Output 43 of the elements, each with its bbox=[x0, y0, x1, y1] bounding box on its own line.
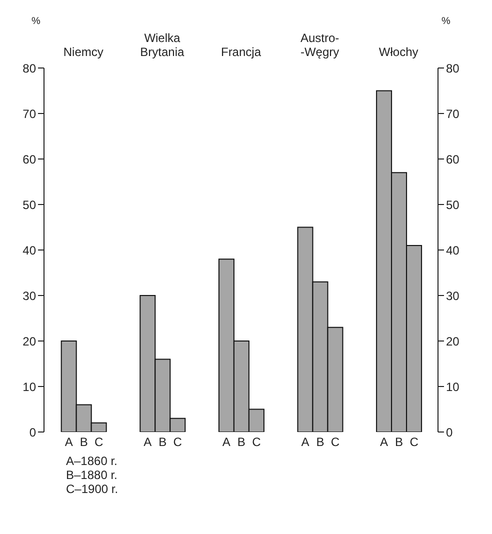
y-tick-label: 40 bbox=[22, 243, 36, 258]
text: C bbox=[252, 435, 261, 449]
y-tick-label: 80 bbox=[22, 61, 36, 76]
y-tick-label: 0 bbox=[29, 425, 36, 440]
text: B bbox=[237, 435, 246, 449]
text: B–1880 r. bbox=[66, 468, 118, 482]
y-tick-label: 60 bbox=[22, 152, 36, 166]
series-label: C bbox=[94, 435, 104, 449]
series-label: A bbox=[64, 435, 73, 449]
y2-tick-label: 10 bbox=[446, 380, 460, 394]
text: C–1900 r. bbox=[66, 482, 120, 496]
y-tick-label: 50 bbox=[22, 198, 36, 212]
y2-tick-label: 70 bbox=[446, 106, 460, 121]
x-tick-label: Wielka Brytania bbox=[140, 31, 185, 59]
y2-tick-label: 80 bbox=[446, 61, 460, 76]
x-tick-label: Niemcy bbox=[63, 45, 104, 59]
text: C bbox=[410, 435, 418, 449]
text: B bbox=[316, 435, 324, 449]
y-tick-label: 10 bbox=[22, 380, 36, 394]
text: B bbox=[158, 435, 167, 449]
y2-tick-label: 50 bbox=[446, 198, 460, 212]
text: B bbox=[395, 435, 404, 449]
y2-tick-label: 0 bbox=[446, 425, 453, 440]
x-tick-label: Francja bbox=[220, 45, 262, 59]
text: A bbox=[301, 435, 310, 449]
text: C bbox=[330, 435, 340, 449]
y2-tick-label: 20 bbox=[446, 334, 460, 348]
series-label: B bbox=[80, 435, 88, 449]
y-tick-label: 20 bbox=[22, 334, 36, 348]
y2-tick-label: 30 bbox=[446, 288, 460, 303]
x-tick-label: Austro- -Węgry bbox=[300, 31, 340, 59]
text: A bbox=[144, 435, 152, 449]
y2-tick-label: 40 bbox=[446, 243, 460, 258]
y2-tick-label: 60 bbox=[446, 152, 460, 166]
y2-axis-title: % bbox=[442, 16, 451, 27]
x-tick-label: Włochy bbox=[378, 45, 418, 59]
text: A bbox=[380, 435, 388, 449]
y-tick-label: 30 bbox=[22, 288, 36, 303]
text: C bbox=[173, 435, 182, 449]
y-tick-label: 70 bbox=[22, 106, 36, 121]
text: A bbox=[222, 435, 230, 449]
text: A–1860 r. bbox=[66, 454, 118, 468]
y-axis-title: % bbox=[32, 16, 41, 27]
